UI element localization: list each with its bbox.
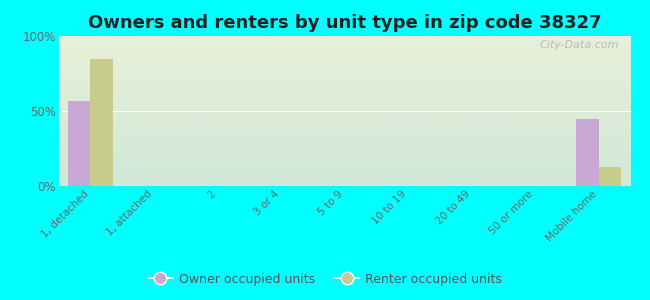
Legend: Owner occupied units, Renter occupied units: Owner occupied units, Renter occupied un… (143, 268, 507, 291)
Bar (90, 58, 112, 186)
Bar (599, 167, 621, 186)
Bar (577, 118, 599, 186)
Title: Owners and renters by unit type in zip code 38327: Owners and renters by unit type in zip c… (88, 14, 601, 32)
Bar (68, 100, 90, 186)
Text: City-Data.com: City-Data.com (540, 40, 619, 50)
